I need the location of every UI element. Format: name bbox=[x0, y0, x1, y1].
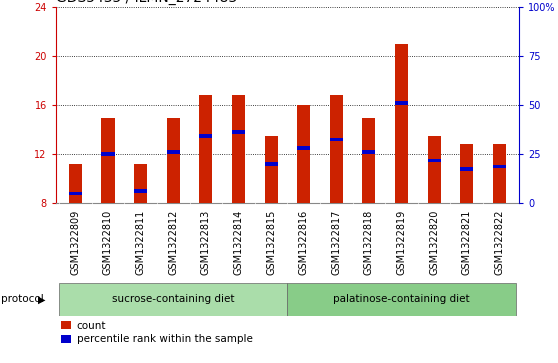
Text: GSM1322820: GSM1322820 bbox=[429, 210, 439, 275]
Bar bbox=[395, 44, 408, 203]
Bar bbox=[167, 150, 180, 154]
Text: GDS5435 / ILMN_2724483: GDS5435 / ILMN_2724483 bbox=[56, 0, 237, 5]
Text: GSM1322819: GSM1322819 bbox=[397, 210, 407, 275]
Text: ▶: ▶ bbox=[38, 294, 45, 305]
Bar bbox=[493, 144, 506, 203]
Bar bbox=[287, 283, 516, 316]
Text: GSM1322813: GSM1322813 bbox=[201, 210, 211, 275]
Bar bbox=[395, 101, 408, 105]
Bar bbox=[199, 134, 213, 138]
Bar bbox=[362, 150, 376, 154]
Text: protocol: protocol bbox=[1, 294, 44, 305]
Text: GSM1322814: GSM1322814 bbox=[233, 210, 243, 275]
Bar bbox=[69, 192, 82, 195]
Bar bbox=[297, 146, 310, 150]
Text: GSM1322817: GSM1322817 bbox=[331, 210, 341, 275]
Text: GSM1322812: GSM1322812 bbox=[168, 210, 178, 275]
Bar bbox=[264, 162, 277, 166]
Bar bbox=[69, 164, 82, 203]
Bar bbox=[59, 283, 287, 316]
Legend: count, percentile rank within the sample: count, percentile rank within the sample bbox=[61, 321, 253, 344]
Text: GSM1322821: GSM1322821 bbox=[462, 210, 472, 275]
Bar bbox=[102, 152, 114, 156]
Bar bbox=[102, 118, 114, 203]
Bar bbox=[427, 159, 441, 162]
Bar bbox=[362, 118, 376, 203]
Bar bbox=[232, 130, 245, 134]
Text: palatinose-containing diet: palatinose-containing diet bbox=[333, 294, 470, 305]
Bar bbox=[330, 138, 343, 142]
Text: GSM1322810: GSM1322810 bbox=[103, 210, 113, 275]
Bar bbox=[199, 95, 213, 203]
Text: GSM1322815: GSM1322815 bbox=[266, 210, 276, 275]
Text: GSM1322816: GSM1322816 bbox=[299, 210, 309, 275]
Bar bbox=[427, 136, 441, 203]
Bar bbox=[167, 118, 180, 203]
Bar bbox=[134, 164, 147, 203]
Bar bbox=[264, 136, 277, 203]
Bar bbox=[134, 189, 147, 193]
Text: GSM1322818: GSM1322818 bbox=[364, 210, 374, 275]
Text: GSM1322809: GSM1322809 bbox=[70, 210, 80, 275]
Bar bbox=[330, 95, 343, 203]
Bar bbox=[460, 144, 473, 203]
Text: GSM1322822: GSM1322822 bbox=[494, 210, 504, 275]
Bar bbox=[297, 105, 310, 203]
Bar bbox=[460, 167, 473, 171]
Text: sucrose-containing diet: sucrose-containing diet bbox=[112, 294, 234, 305]
Bar bbox=[232, 95, 245, 203]
Bar bbox=[493, 165, 506, 168]
Text: GSM1322811: GSM1322811 bbox=[136, 210, 146, 275]
